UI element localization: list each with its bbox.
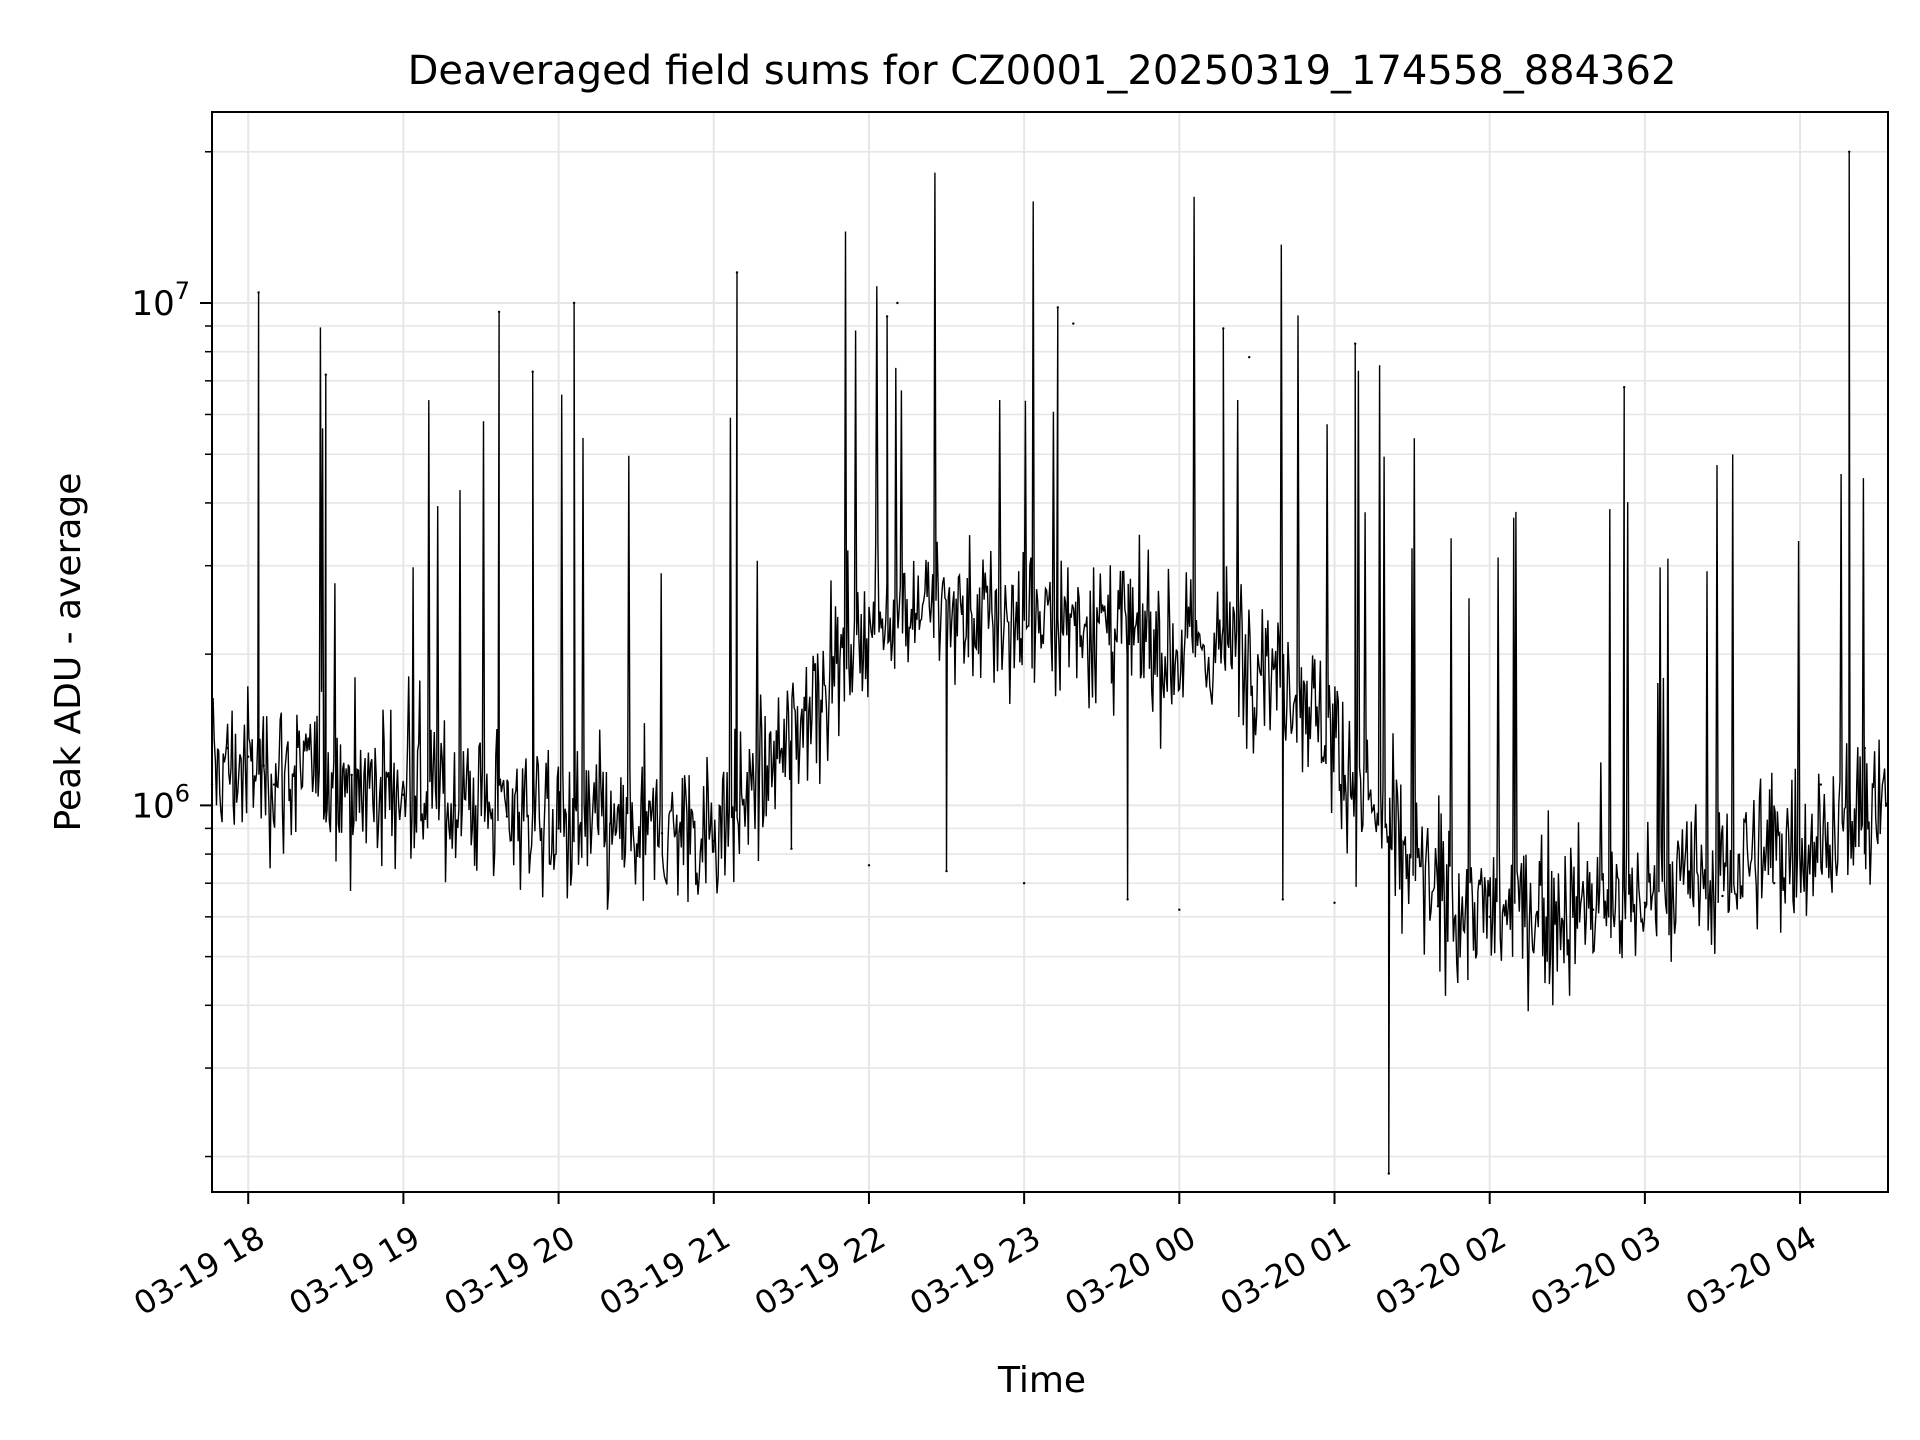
x-tick-label: 03-20 00	[1059, 1218, 1203, 1323]
data-point	[885, 315, 889, 318]
y-tick-label: 107	[131, 277, 190, 324]
x-tick-label: 03-19 23	[903, 1218, 1047, 1323]
x-axis-label: Time	[997, 1360, 1086, 1401]
x-tick-label: 03-20 02	[1369, 1218, 1513, 1323]
data-point	[896, 301, 899, 305]
data-point	[247, 755, 250, 758]
series-line	[211, 151, 1889, 1174]
data-point	[1819, 783, 1823, 786]
data-point	[226, 746, 229, 750]
data-point	[1126, 898, 1129, 901]
data-point	[1773, 882, 1776, 885]
data-point	[1333, 901, 1336, 904]
data-point	[257, 291, 260, 294]
data-point	[1178, 908, 1181, 911]
data-point	[453, 804, 457, 807]
data-point	[1863, 746, 1866, 750]
x-tick-label: 03-19 22	[748, 1218, 892, 1323]
data-point	[1643, 901, 1647, 904]
data-point	[609, 822, 612, 825]
data-point	[1056, 306, 1060, 309]
data-point	[712, 839, 715, 843]
data-point	[272, 783, 276, 786]
data-point	[1354, 342, 1357, 345]
data-point	[1488, 915, 1491, 918]
data-point	[735, 271, 739, 274]
data-point	[262, 764, 265, 767]
data-point	[790, 847, 793, 850]
data-point	[867, 864, 871, 867]
y-tick-label: 106	[131, 779, 190, 826]
data-point	[1222, 327, 1225, 330]
data-point	[572, 301, 576, 305]
axis-ticks: 03-19 18 03-19 19 03-19 20 03-19 21 03-19 22…	[127, 151, 1823, 1323]
data-point	[497, 310, 501, 314]
data-point	[531, 370, 534, 373]
data-point	[350, 773, 353, 777]
data-point	[1387, 1172, 1391, 1175]
chart-title: Deaveraged field sums for CZ0001_2025031…	[408, 48, 1677, 94]
data-point	[1436, 905, 1440, 908]
x-tick-label: 03-20 01	[1214, 1218, 1358, 1323]
x-tick-label: 03-19 20	[438, 1218, 582, 1323]
data-point	[324, 373, 327, 376]
data-series	[210, 150, 1890, 1175]
data-point	[1623, 386, 1626, 389]
x-tick-label: 03-19 21	[593, 1218, 737, 1323]
data-point	[1721, 894, 1724, 898]
data-point	[1848, 150, 1851, 153]
data-point	[945, 869, 948, 873]
data-point	[1281, 898, 1285, 901]
data-point	[1591, 908, 1595, 911]
data-point	[402, 793, 405, 796]
plot-frame	[211, 111, 1889, 1193]
data-point	[1022, 882, 1026, 885]
x-tick-label: 03-20 03	[1524, 1218, 1668, 1323]
y-axis-label: Peak ADU - average	[48, 473, 89, 832]
x-tick-label: 03-20 04	[1679, 1218, 1823, 1323]
data-point	[557, 827, 560, 830]
data-point	[1072, 322, 1075, 325]
data-point	[660, 832, 664, 835]
x-tick-label: 03-19 19	[283, 1218, 427, 1323]
data-point	[1248, 356, 1251, 359]
data-point	[505, 815, 509, 818]
grid-lines	[212, 112, 1888, 1192]
x-tick-label: 03-19 18	[127, 1218, 271, 1323]
